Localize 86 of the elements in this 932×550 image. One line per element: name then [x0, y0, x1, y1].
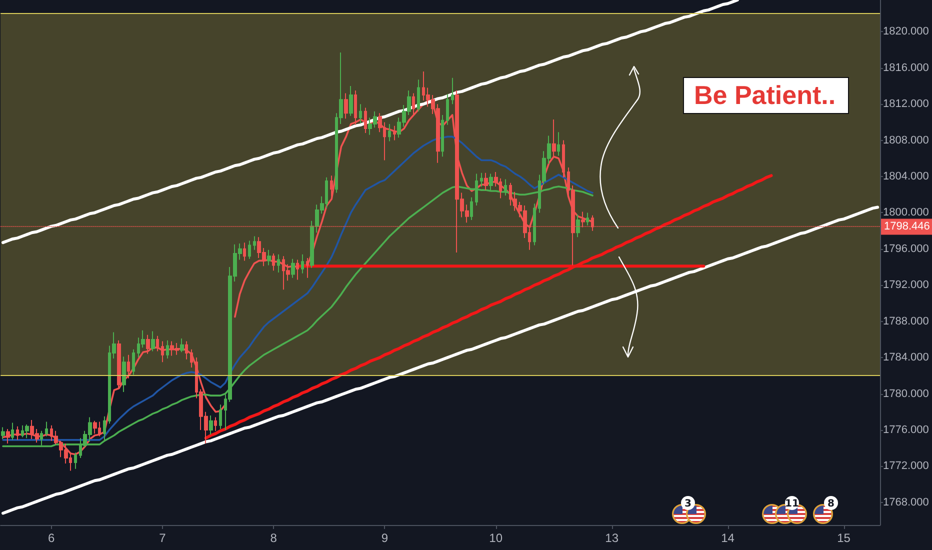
candlestick [557, 132, 560, 156]
candlestick [6, 428, 10, 444]
candlestick [146, 334, 150, 354]
count-badge: 8 [824, 496, 838, 510]
candlestick [156, 335, 159, 352]
y-tick-label: 1784.000 [883, 352, 929, 364]
y-tick-label: 1796.000 [883, 242, 929, 255]
x-tick-label: 15 [837, 531, 851, 545]
y-tick-label: 1776.000 [883, 424, 929, 436]
candlestick [393, 125, 396, 141]
x-tick-label: 14 [721, 531, 735, 545]
annotation: 11 [785, 498, 799, 510]
candlestick [74, 452, 77, 470]
x-tick-label: 13 [605, 531, 619, 545]
candlestick [586, 212, 589, 226]
y-tick-label: 1768.000 [883, 496, 929, 508]
ref-line-label: 1798.446 [884, 220, 930, 233]
candlestick [253, 236, 256, 250]
candlestick [349, 85, 353, 116]
x-tick-label: 6 [48, 531, 55, 545]
y-tick-label: 1800.000 [883, 206, 929, 219]
candlestick [1, 426, 5, 440]
candlestick [344, 92, 348, 120]
candlestick [451, 77, 454, 105]
x-tick-label: 9 [381, 531, 388, 545]
candlestick [127, 354, 130, 379]
candlestick [209, 414, 213, 435]
candlestick [267, 249, 271, 266]
y-tick-label: 1788.000 [883, 315, 929, 328]
candlestick [93, 420, 97, 434]
candlestick [151, 330, 155, 352]
candlestick [484, 172, 488, 191]
candlestick [480, 172, 483, 187]
candlestick [11, 422, 14, 440]
candlestick [296, 259, 299, 280]
candlestick [45, 421, 48, 437]
candlestick [25, 424, 29, 439]
annotation: 8 [828, 498, 835, 510]
y-tick-label: 1792.000 [883, 279, 929, 292]
x-tick-label: 7 [159, 531, 166, 545]
candlestick [16, 426, 19, 440]
y-tick-label: 1808.000 [883, 134, 929, 146]
y-tick-label: 1772.000 [883, 460, 929, 472]
y-tick-label: 1820.000 [883, 26, 929, 38]
candlestick [103, 416, 106, 440]
candlestick [576, 214, 580, 238]
line-series [204, 174, 773, 440]
candlestick [219, 404, 222, 430]
candlestick [132, 348, 135, 376]
x-tick-label: 8 [270, 531, 278, 545]
candlestick [330, 175, 333, 197]
x-tick-label: 10 [489, 531, 503, 545]
annotation: 3 [684, 498, 692, 510]
candlestick [306, 257, 309, 278]
candlestick [364, 107, 367, 134]
candlestick [166, 340, 169, 359]
y-tick-label: 1812.000 [883, 98, 929, 110]
candlestick [190, 348, 193, 368]
candlestick [161, 340, 164, 363]
y-tick-label: 1804.000 [883, 170, 929, 183]
y-tick-label: 1816.000 [883, 62, 929, 74]
candlestick [301, 254, 304, 274]
candlestick [552, 118, 556, 158]
candlestick [122, 356, 126, 392]
candlestick [180, 338, 184, 353]
count-badge: 3 [681, 496, 695, 510]
candlestick [417, 79, 420, 112]
candlestick [388, 124, 391, 142]
candlestick [291, 258, 295, 278]
candlestick [185, 340, 188, 360]
candlestick [117, 340, 121, 390]
candlestick [272, 252, 275, 272]
candlestick [533, 203, 536, 246]
candlestick [446, 94, 449, 126]
count-badge: 11 [785, 496, 799, 510]
annotation: Be Patient.. [683, 77, 849, 114]
candlestick [277, 254, 280, 273]
line-series [2, 206, 880, 515]
candlestick [248, 240, 251, 260]
y-tick-label: 1780.000 [883, 388, 929, 400]
candlestick [359, 104, 362, 124]
candlestick [214, 416, 217, 432]
candlestick [441, 114, 444, 158]
candlestick [470, 196, 473, 220]
candlestick [243, 242, 246, 262]
candlestick [562, 140, 565, 178]
